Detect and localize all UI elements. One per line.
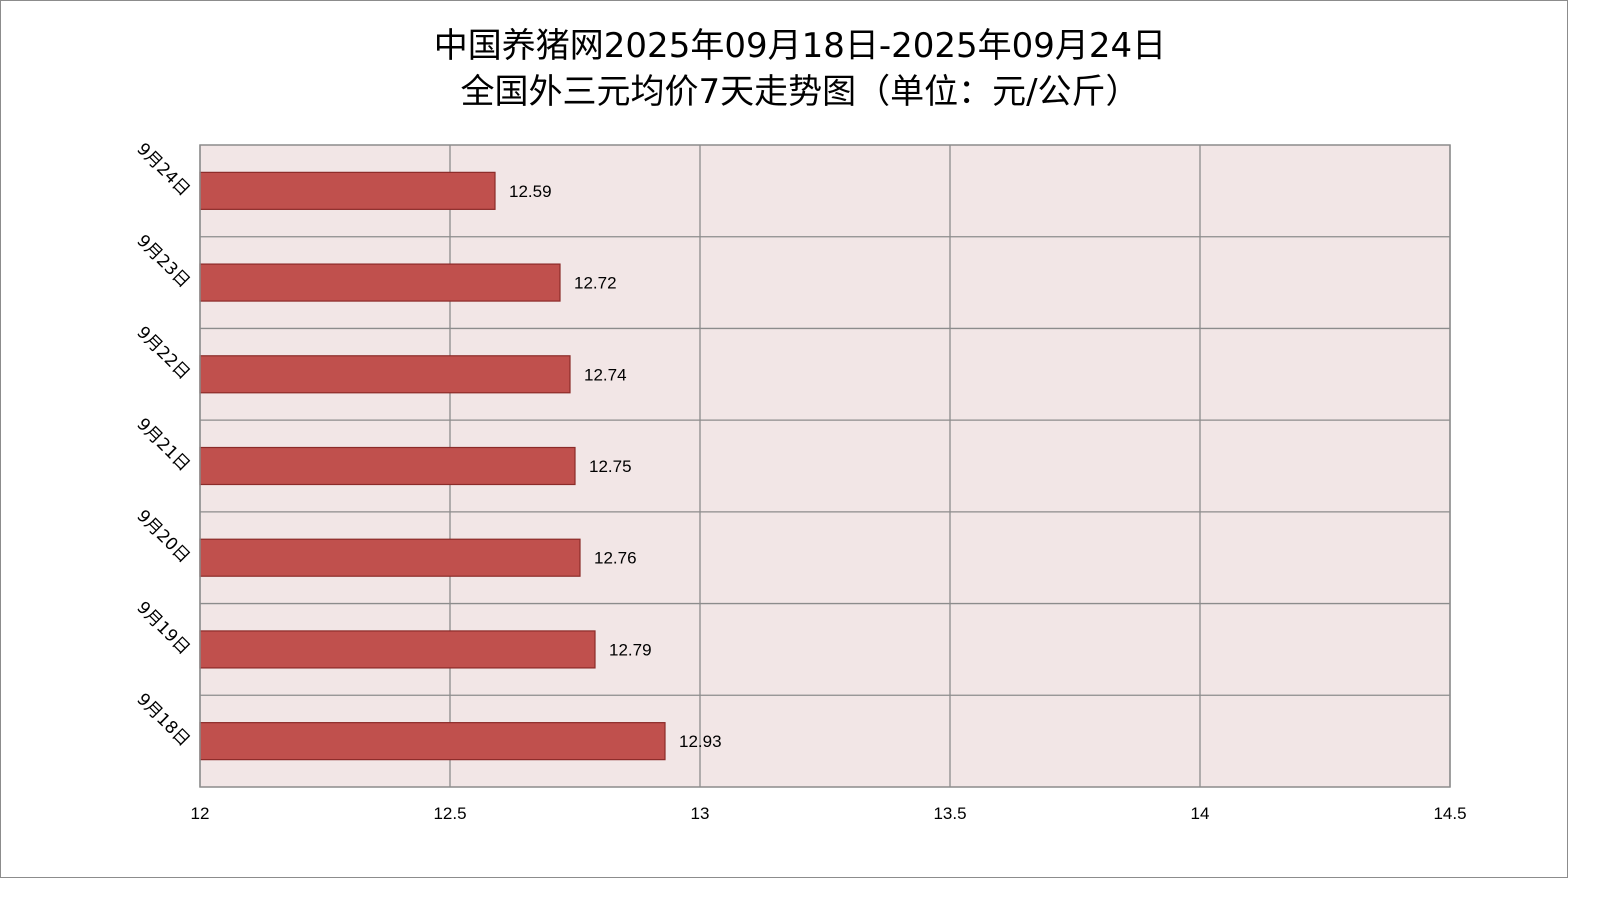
category-label: 9月19日 [132,598,193,659]
bar-9月23日 [199,263,561,302]
category-label: 9月20日 [132,506,193,567]
category-label: 9月23日 [132,231,193,292]
data-labels: 12.59 12.72 12.74 12.75 12.76 12.79 12.93 [509,182,722,751]
x-tick-label: 14.5 [1433,804,1466,823]
category-label: 9月24日 [132,139,193,200]
chart-title-line-1: 中国养猪网2025年09月18日-2025年09月24日 [433,26,1167,66]
x-tick-label: 13.5 [933,804,966,823]
plot-border [199,144,1451,788]
data-label: 12.75 [589,457,632,476]
x-tick-label: 12.5 [433,804,466,823]
y-axis-categories: 9月24日 9月23日 9月22日 9月21日 9月20日 9月19日 9月18日 [132,139,193,750]
data-label: 12.79 [609,640,652,659]
bar-9月22日 [199,355,571,394]
data-label: 12.74 [584,365,627,384]
bar-9月19日 [199,630,596,669]
data-label: 12.76 [594,549,637,568]
x-tick-label: 13 [691,804,710,823]
bar-9月18日 [199,722,666,761]
bar-9月24日 [199,171,496,210]
category-label: 9月21日 [132,414,193,475]
x-tick-label: 12 [191,804,210,823]
x-tick-label: 14 [1191,804,1210,823]
bars [199,171,666,761]
category-label: 9月22日 [132,323,193,384]
category-label: 9月18日 [132,690,193,751]
x-axis-ticks: 12 12.5 13 13.5 14 14.5 [191,804,1467,823]
bar-9月21日 [199,446,576,486]
data-label: 12.93 [679,732,722,751]
data-label: 12.72 [574,274,617,293]
data-label: 12.59 [509,182,552,201]
bar-9月20日 [199,538,581,577]
chart-title-line-2: 全国外三元均价7天走势图（单位：元/公斤） [460,72,1140,112]
